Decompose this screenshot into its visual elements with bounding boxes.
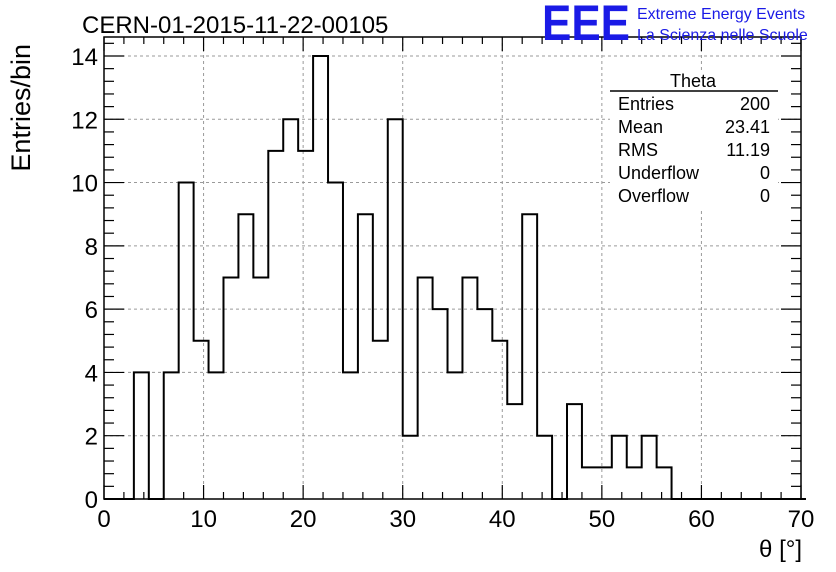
y-tick-label: 4: [85, 360, 98, 387]
stats-row-label: Underflow: [618, 163, 700, 183]
x-axis-label: θ [°]: [759, 536, 802, 563]
eee-logo-line2: La Scienza nelle Scuole: [637, 27, 808, 44]
stats-row-value: 200: [740, 94, 770, 114]
eee-logo-line1: Extreme Energy Events: [637, 6, 805, 23]
stats-row-value: 0: [760, 163, 770, 183]
stats-box-bg: [610, 70, 778, 210]
y-tick-label: 6: [85, 297, 98, 324]
x-tick-label: 20: [290, 506, 317, 533]
y-tick-label: 0: [85, 487, 98, 514]
run-title: CERN-01-2015-11-22-00105: [82, 12, 388, 39]
y-tick-label: 2: [85, 424, 98, 451]
eee-logo-text: EEE: [542, 0, 630, 51]
x-tick-label: 30: [389, 506, 416, 533]
plot-frame: [103, 36, 802, 500]
stats-row-value: 0: [760, 186, 770, 206]
x-tick-label: 0: [97, 506, 110, 533]
eee-logo: EEE Extreme Energy Events La Scienza nel…: [542, 0, 808, 51]
stats-row-value: 23.41: [725, 117, 770, 137]
x-tick-label: 50: [589, 506, 616, 533]
stats-row-label: Overflow: [618, 186, 690, 206]
y-tick-label: 10: [71, 171, 98, 198]
y-tick-label: 12: [71, 107, 98, 134]
stats-row-label: Entries: [618, 94, 674, 114]
stats-box: Theta Entries 200 Mean 23.41 RMS 11.19 Underfl…: [610, 70, 778, 210]
axis-ticks: [103, 37, 802, 500]
tick-labels: 0 10 20 30 40 50 60 70 0 2 4 6 8 10 12 14: [71, 44, 814, 533]
histogram-step-line: [104, 54, 806, 500]
y-tick-label: 8: [85, 234, 98, 261]
y-axis-label: Entries/bin: [6, 44, 36, 172]
stats-row-value: 11.19: [726, 140, 770, 160]
stats-row-label: RMS: [618, 140, 658, 160]
y-tick-label: 14: [71, 44, 98, 71]
x-tick-label: 60: [688, 506, 715, 533]
stats-rows: Entries 200 Mean 23.41 RMS 11.19 Underflow 0 Ove…: [618, 94, 770, 206]
stats-row-label: Mean: [618, 117, 663, 137]
x-tick-label: 40: [489, 506, 516, 533]
stats-title: Theta: [670, 71, 717, 91]
x-tick-label: 10: [190, 506, 217, 533]
x-tick-label: 70: [788, 506, 815, 533]
